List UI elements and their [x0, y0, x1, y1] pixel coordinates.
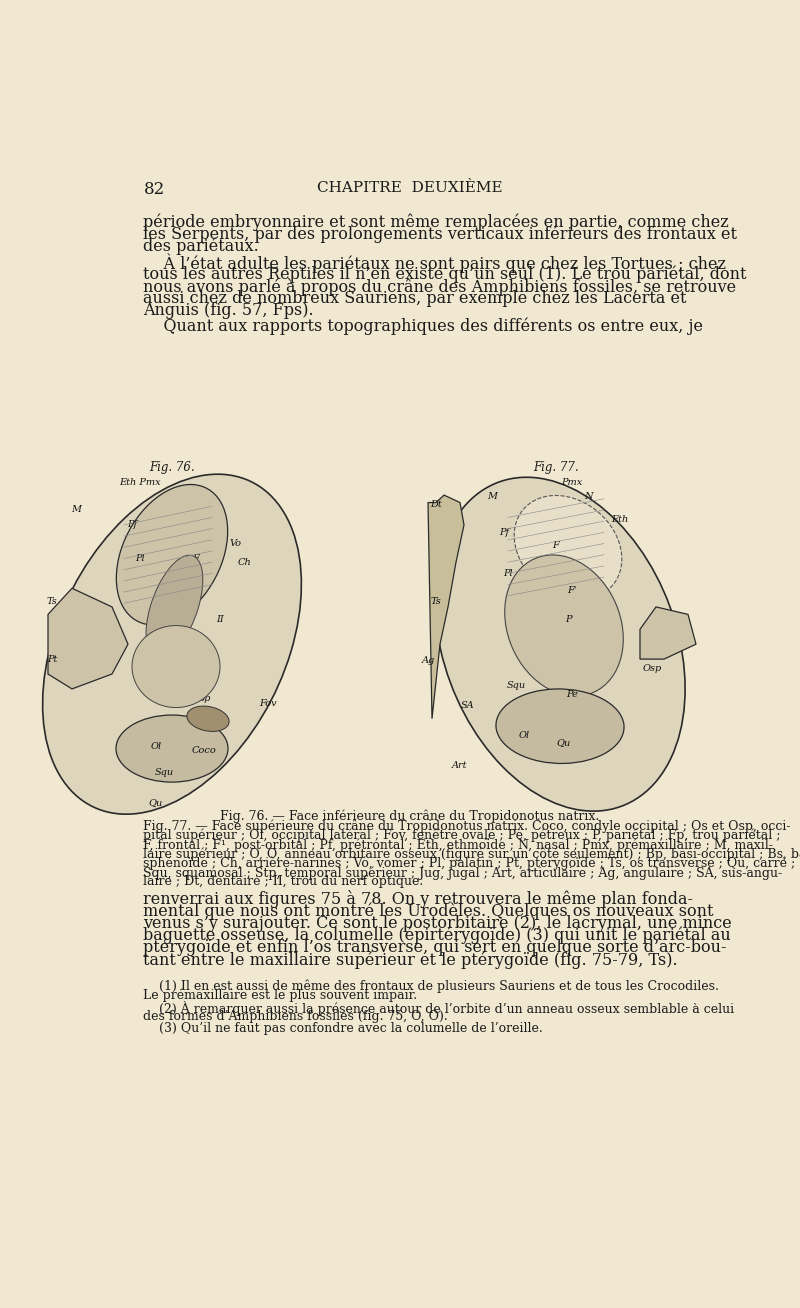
- Ellipse shape: [496, 689, 624, 764]
- Text: ptérygoïde et enfin l’os transverse, qui sert en quelque sorte d’arc-bou-: ptérygoïde et enfin l’os transverse, qui…: [143, 939, 727, 956]
- Text: tous les autres Reptiles il n’en existe qu’un seul (1). Le trou pariétal, dont: tous les autres Reptiles il n’en existe …: [143, 266, 747, 283]
- Text: Pl: Pl: [135, 555, 145, 562]
- Polygon shape: [48, 589, 128, 689]
- Text: Pf: Pf: [499, 528, 509, 536]
- Text: F': F': [567, 586, 577, 595]
- Text: II: II: [216, 616, 224, 624]
- Text: Qu: Qu: [149, 798, 163, 807]
- Text: Pl: Pl: [503, 569, 513, 578]
- Text: Pmx: Pmx: [562, 477, 582, 487]
- Text: Ag: Ag: [422, 657, 434, 666]
- Text: SA: SA: [461, 701, 475, 710]
- Text: F, frontal ; F¹, post-orbital ; Pf, prétrontal ; Eth, ethmoïde ; N, nasal ; Pmx: F, frontal ; F¹, post-orbital ; Pf, prét…: [143, 838, 774, 852]
- Text: Vo: Vo: [230, 539, 242, 548]
- Text: période embryonnaire et sont même remplacées en partie, comme chez: période embryonnaire et sont même rempla…: [143, 213, 729, 230]
- Ellipse shape: [116, 484, 228, 625]
- Text: Coco: Coco: [192, 746, 216, 755]
- Text: P: P: [565, 616, 571, 624]
- Ellipse shape: [435, 477, 685, 811]
- Text: Anguis (fig. 57, Fps).: Anguis (fig. 57, Fps).: [143, 302, 314, 319]
- Text: P: P: [153, 608, 159, 617]
- Text: Eth Pmx: Eth Pmx: [119, 477, 161, 487]
- Text: Bs: Bs: [174, 649, 186, 658]
- Text: Fig. 77. — Face supérieure du crâne du Tropidonotus natrix. Coco, condyle occipi: Fig. 77. — Face supérieure du crâne du T…: [143, 819, 791, 833]
- Text: laire ; Dt, dentaire ; II, trou du nerf optique.: laire ; Dt, dentaire ; II, trou du nerf …: [143, 875, 424, 888]
- Text: mental que nous ont montré les Urodèles. Quelques os nouveaux sont: mental que nous ont montré les Urodèles.…: [143, 903, 714, 920]
- Ellipse shape: [42, 475, 302, 814]
- Text: (3) Qu’il ne faut pas confondre avec la columelle de l’oreille.: (3) Qu’il ne faut pas confondre avec la …: [143, 1023, 543, 1036]
- Text: Fov: Fov: [259, 700, 277, 709]
- Text: Ch: Ch: [237, 557, 251, 566]
- Text: M: M: [71, 505, 81, 514]
- Ellipse shape: [146, 555, 203, 659]
- Text: Squ: Squ: [506, 680, 526, 689]
- Text: Osp: Osp: [642, 664, 662, 672]
- Text: pital supérieur ; Ol, occipital latéral ; Fov, fenêtre ovale ; Pe, pétreux ; P, : pital supérieur ; Ol, occipital latéral …: [143, 829, 781, 842]
- Text: (1) Il en est aussi de même des frontaux de plusieurs Sauriens et de tous les Cr: (1) Il en est aussi de même des frontaux…: [143, 980, 719, 993]
- Text: tant entre le maxillaire supérieur et le ptérygoïde (fig. 75-79, Ts).: tant entre le maxillaire supérieur et le…: [143, 951, 678, 969]
- Text: F: F: [553, 542, 559, 549]
- Ellipse shape: [187, 706, 229, 731]
- Text: Eth: Eth: [611, 515, 629, 523]
- Text: Fig. 77.: Fig. 77.: [533, 460, 579, 473]
- Text: laire supérieur ; O, O, anneau orbitaire osseux (figuré sur un côté seulement) ;: laire supérieur ; O, O, anneau orbitaire…: [143, 848, 800, 861]
- Polygon shape: [640, 607, 696, 659]
- Text: Ts: Ts: [46, 596, 58, 606]
- Text: Fig. 76.: Fig. 76.: [149, 460, 195, 473]
- Text: Art: Art: [452, 761, 468, 770]
- Text: Pt: Pt: [47, 654, 57, 663]
- Text: nous avons parlé à propos du crâne des Amphibiens fossiles, se retrouve: nous avons parlé à propos du crâne des A…: [143, 277, 737, 296]
- Text: F: F: [193, 555, 199, 562]
- Text: Bp: Bp: [198, 693, 210, 702]
- Text: baguette osseuse, la columelle (épirtérygoïde) (3) qui unit le pariétal au: baguette osseuse, la columelle (épirtéry…: [143, 927, 731, 944]
- Text: Squ: Squ: [154, 768, 174, 777]
- Text: Qu: Qu: [557, 739, 571, 747]
- Ellipse shape: [514, 496, 622, 599]
- Text: des pariétaux.: des pariétaux.: [143, 238, 259, 255]
- Text: Pf: Pf: [127, 521, 137, 530]
- Text: CHAPITRE  DEUXIÈME: CHAPITRE DEUXIÈME: [317, 181, 503, 195]
- Text: Le prémaxillaire est le plus souvent impair.: Le prémaxillaire est le plus souvent imp…: [143, 989, 418, 1002]
- Text: 82: 82: [143, 181, 165, 198]
- Ellipse shape: [132, 625, 220, 708]
- Text: À l’état adulte les pariétaux ne sont pairs que chez les Tortues ; chez: À l’état adulte les pariétaux ne sont pa…: [143, 254, 726, 272]
- Text: aussi chez de nombreux Sauriens, par exemple chez les Lacerta et: aussi chez de nombreux Sauriens, par exe…: [143, 290, 687, 307]
- Text: N: N: [584, 492, 592, 501]
- Text: renverrai aux figures 75 à 78. On y retrouvera le même plan fonda-: renverrai aux figures 75 à 78. On y retr…: [143, 891, 694, 908]
- Text: Ol: Ol: [518, 731, 530, 740]
- Text: Pe: Pe: [566, 691, 578, 698]
- Text: Ts: Ts: [430, 596, 442, 606]
- Text: sphénoïde ; Ch, arrière-narines ; Vo, vomer ; Pl, palatin ; Pt, ptérygoïde ; Ts,: sphénoïde ; Ch, arrière-narines ; Vo, vo…: [143, 857, 796, 870]
- Text: (2) À remarquer aussi la présence autour de l’orbite d’un anneau osseux semblabl: (2) À remarquer aussi la présence autour…: [143, 1001, 734, 1016]
- Text: Quant aux rapports topographiques des différents os entre eux, je: Quant aux rapports topographiques des di…: [143, 318, 703, 335]
- Ellipse shape: [116, 715, 228, 782]
- Ellipse shape: [505, 555, 623, 696]
- Text: les Serpents, par des prolongements verticaux inférieurs des frontaux et: les Serpents, par des prolongements vert…: [143, 225, 738, 243]
- Text: M: M: [487, 492, 497, 501]
- Text: Squ, squamosal ; Stp, temporal supérieur ; Jug, jugal ; Art, articulaire ; Ag, a: Squ, squamosal ; Stp, temporal supérieur…: [143, 866, 782, 879]
- Text: Dt: Dt: [430, 500, 442, 509]
- Text: des formes d’Amphibiens fossiles (fig. 75, O, O).: des formes d’Amphibiens fossiles (fig. 7…: [143, 1010, 448, 1023]
- Text: venus s’y surajouter. Ce sont le postorbitaire (2), le lacrymal, une mince: venus s’y surajouter. Ce sont le postorb…: [143, 914, 732, 931]
- Text: Fig. 76. — Face inférieure du crâne du Tropidonotus natrix.: Fig. 76. — Face inférieure du crâne du T…: [220, 810, 600, 823]
- Text: Ol: Ol: [150, 742, 162, 751]
- Polygon shape: [428, 494, 464, 719]
